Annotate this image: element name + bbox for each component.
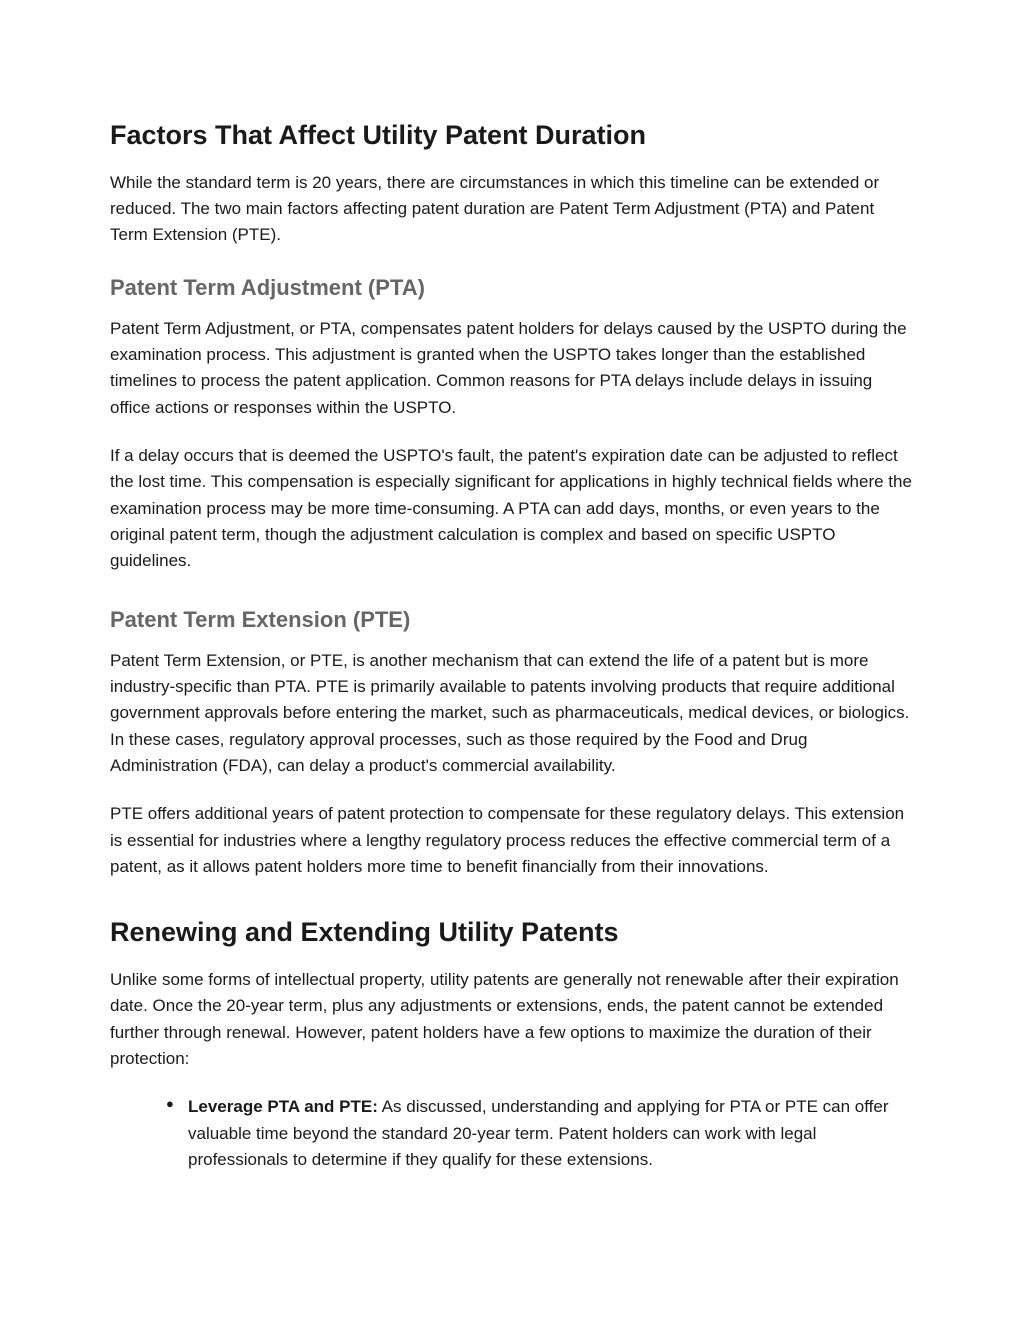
section-intro-paragraph: While the standard term is 20 years, the… — [110, 170, 914, 249]
section-intro-paragraph: Unlike some forms of intellectual proper… — [110, 967, 914, 1072]
list-item-label: Leverage PTA and PTE: — [188, 1097, 378, 1116]
body-paragraph: Patent Term Extension, or PTE, is anothe… — [110, 648, 914, 780]
section-heading: Renewing and Extending Utility Patents — [110, 912, 914, 953]
section-factors: Factors That Affect Utility Patent Durat… — [110, 115, 914, 880]
list-item: Leverage PTA and PTE: As discussed, unde… — [166, 1094, 914, 1173]
subsection-heading: Patent Term Extension (PTE) — [110, 603, 914, 636]
subsection-pta: Patent Term Adjustment (PTA) Patent Term… — [110, 271, 914, 575]
body-paragraph: Patent Term Adjustment, or PTA, compensa… — [110, 316, 914, 421]
bullet-list: Leverage PTA and PTE: As discussed, unde… — [110, 1094, 914, 1173]
section-renewing: Renewing and Extending Utility Patents U… — [110, 912, 914, 1173]
subsection-pte: Patent Term Extension (PTE) Patent Term … — [110, 603, 914, 881]
body-paragraph: PTE offers additional years of patent pr… — [110, 801, 914, 880]
section-heading: Factors That Affect Utility Patent Durat… — [110, 115, 914, 156]
subsection-heading: Patent Term Adjustment (PTA) — [110, 271, 914, 304]
body-paragraph: If a delay occurs that is deemed the USP… — [110, 443, 914, 575]
